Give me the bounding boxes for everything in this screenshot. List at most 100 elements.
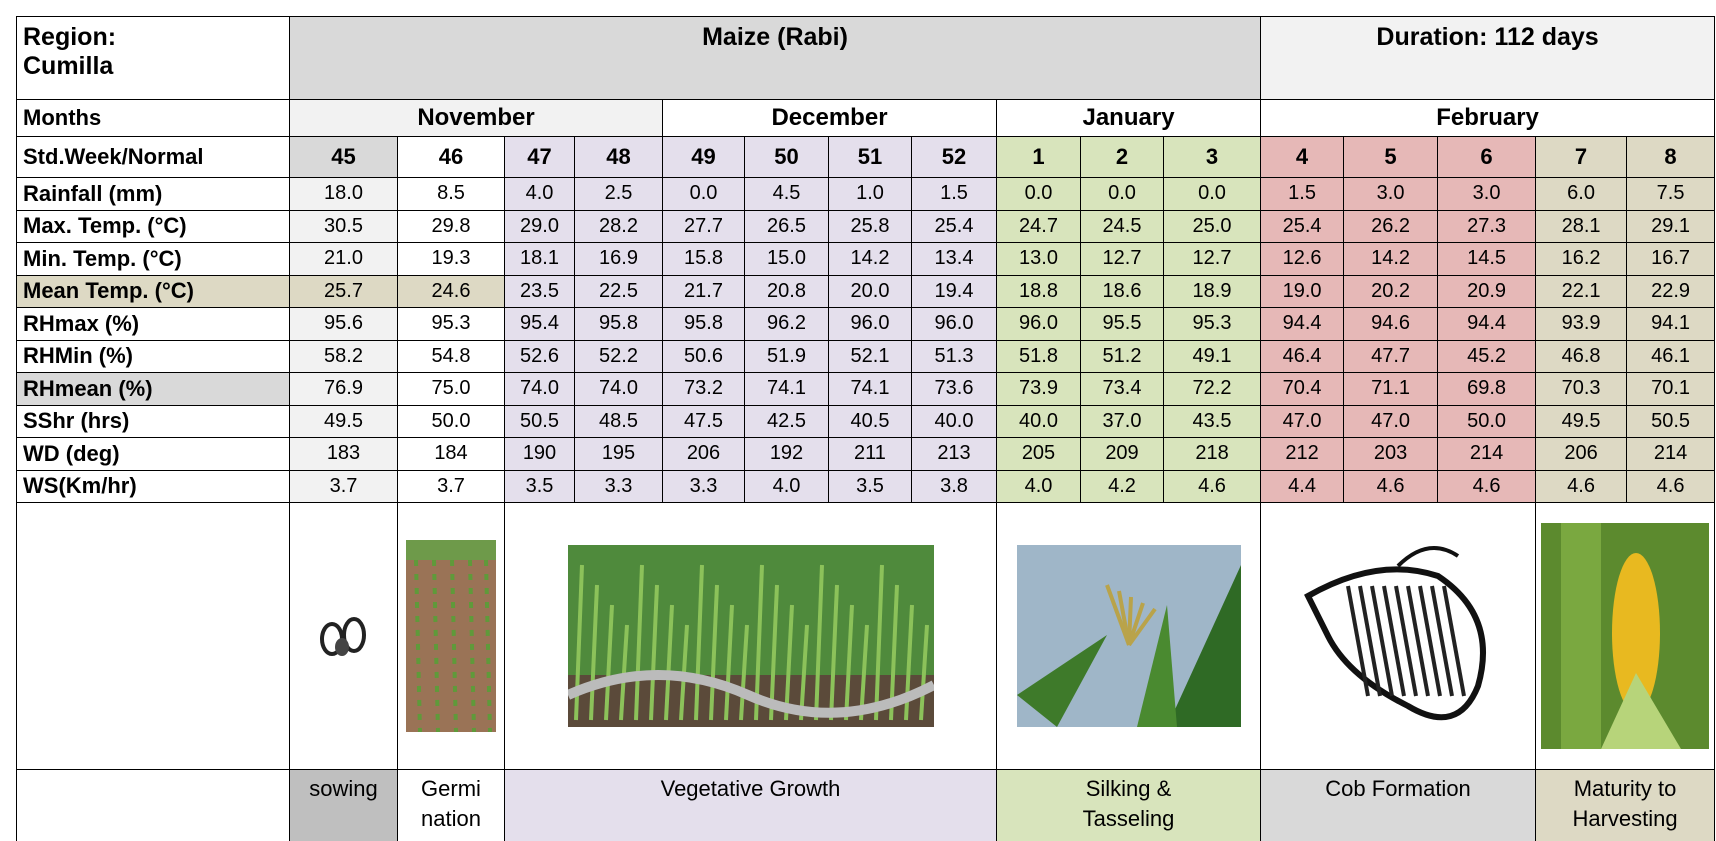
value-cell: 16.2 <box>1536 243 1627 276</box>
value-cell: 13.0 <box>997 243 1081 276</box>
week-number: 47 <box>505 137 575 178</box>
value-cell: 24.6 <box>398 275 505 308</box>
value-cell: 95.5 <box>1081 308 1164 341</box>
table-row <box>17 503 1715 770</box>
week-number: 4 <box>1261 137 1344 178</box>
image-cell <box>1261 503 1536 770</box>
value-cell: 4.6 <box>1627 470 1715 503</box>
table-row: SShr (hrs)49.550.050.548.547.542.540.540… <box>17 405 1715 438</box>
image-cell <box>398 503 505 770</box>
value-cell: 18.9 <box>1164 275 1261 308</box>
text-line: Silking & <box>1086 776 1172 801</box>
value-cell: 46.8 <box>1536 340 1627 373</box>
crop-title: Maize (Rabi) <box>290 17 1261 100</box>
value-cell: 95.8 <box>575 308 663 341</box>
row-label: WS(Km/hr) <box>17 470 290 503</box>
value-cell: 0.0 <box>1081 178 1164 211</box>
value-cell: 47.0 <box>1344 405 1438 438</box>
value-cell: 18.6 <box>1081 275 1164 308</box>
value-cell: 3.7 <box>290 470 398 503</box>
table-row: Std.Week/Normal454647484950515212345678 <box>17 137 1715 178</box>
week-number: 5 <box>1344 137 1438 178</box>
table-row: WD (deg)18318419019520619221121320520921… <box>17 438 1715 471</box>
value-cell: 19.3 <box>398 243 505 276</box>
value-cell: 12.7 <box>1081 243 1164 276</box>
value-cell: 50.0 <box>1438 405 1536 438</box>
value-cell: 18.8 <box>997 275 1081 308</box>
value-cell: 70.1 <box>1627 373 1715 406</box>
stage-cell: sowing <box>290 770 398 841</box>
week-number: 48 <box>575 137 663 178</box>
value-cell: 74.1 <box>829 373 912 406</box>
week-number: 52 <box>912 137 997 178</box>
value-cell: 52.2 <box>575 340 663 373</box>
value-cell: 0.0 <box>663 178 745 211</box>
week-number: 8 <box>1627 137 1715 178</box>
week-number: 7 <box>1536 137 1627 178</box>
value-cell: 15.8 <box>663 243 745 276</box>
value-cell: 95.8 <box>663 308 745 341</box>
value-cell: 195 <box>575 438 663 471</box>
value-cell: 24.7 <box>997 210 1081 243</box>
value-cell: 4.6 <box>1344 470 1438 503</box>
text-line: Harvesting <box>1572 806 1677 831</box>
value-cell: 19.0 <box>1261 275 1344 308</box>
value-cell: 4.6 <box>1164 470 1261 503</box>
text-line: Maturity to <box>1574 776 1677 801</box>
row-label: Months <box>17 100 290 137</box>
value-cell: 14.2 <box>1344 243 1438 276</box>
value-cell: 4.2 <box>1081 470 1164 503</box>
month-name: February <box>1261 100 1715 137</box>
value-cell: 4.4 <box>1261 470 1344 503</box>
month-name: January <box>997 100 1261 137</box>
weather-table: Region:CumillaMaize (Rabi)Duration: 112 … <box>16 16 1715 841</box>
value-cell: 218 <box>1164 438 1261 471</box>
value-cell: 4.6 <box>1536 470 1627 503</box>
text-line: Cob Formation <box>1325 776 1471 801</box>
img-part <box>1561 523 1601 749</box>
value-cell: 16.9 <box>575 243 663 276</box>
value-cell: 70.4 <box>1261 373 1344 406</box>
value-cell: 71.1 <box>1344 373 1438 406</box>
text-line: Tasseling <box>1083 806 1175 831</box>
value-cell: 1.0 <box>829 178 912 211</box>
value-cell: 73.2 <box>663 373 745 406</box>
value-cell: 28.1 <box>1536 210 1627 243</box>
value-cell: 74.1 <box>745 373 829 406</box>
value-cell: 45.2 <box>1438 340 1536 373</box>
value-cell: 70.3 <box>1536 373 1627 406</box>
value-cell: 73.9 <box>997 373 1081 406</box>
value-cell: 3.3 <box>575 470 663 503</box>
stage-cell: Germination <box>398 770 505 841</box>
value-cell: 206 <box>1536 438 1627 471</box>
image-cell <box>1536 503 1715 770</box>
seed-icon <box>314 611 374 661</box>
row-label: Rainfall (mm) <box>17 178 290 211</box>
value-cell: 96.2 <box>745 308 829 341</box>
value-cell: 52.6 <box>505 340 575 373</box>
value-cell: 23.5 <box>505 275 575 308</box>
value-cell: 4.0 <box>745 470 829 503</box>
value-cell: 50.5 <box>1627 405 1715 438</box>
value-cell: 52.1 <box>829 340 912 373</box>
value-cell: 76.9 <box>290 373 398 406</box>
value-cell: 50.5 <box>505 405 575 438</box>
text-line: Cumilla <box>23 52 113 80</box>
value-cell: 14.5 <box>1438 243 1536 276</box>
value-cell: 42.5 <box>745 405 829 438</box>
value-cell: 212 <box>1261 438 1344 471</box>
value-cell: 25.4 <box>1261 210 1344 243</box>
value-cell: 21.0 <box>290 243 398 276</box>
value-cell: 20.8 <box>745 275 829 308</box>
text-line: Region: <box>23 23 116 51</box>
table-row: RHmax (%)95.695.395.495.895.896.296.096.… <box>17 308 1715 341</box>
value-cell: 37.0 <box>1081 405 1164 438</box>
value-cell: 22.5 <box>575 275 663 308</box>
value-cell: 22.1 <box>1536 275 1627 308</box>
value-cell: 30.5 <box>290 210 398 243</box>
